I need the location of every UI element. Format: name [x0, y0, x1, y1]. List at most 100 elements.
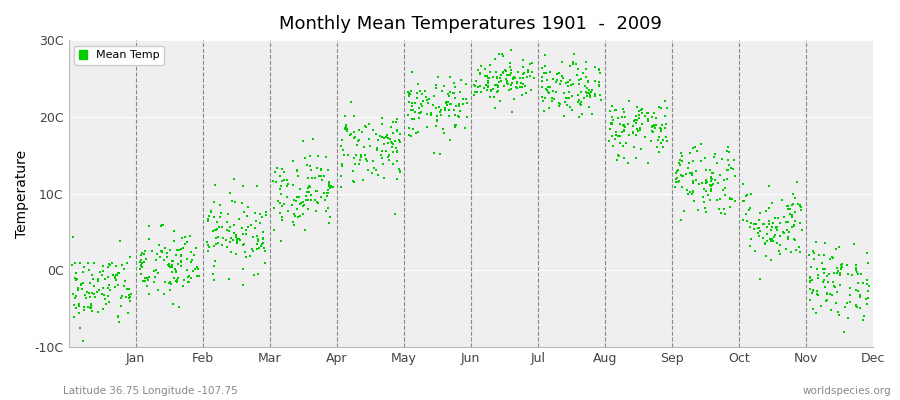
Point [686, 178, 700, 184]
Point [704, 175, 718, 181]
Point [541, 88, 555, 95]
Point [524, 87, 538, 94]
Point [758, 241, 772, 247]
Point [206, 198, 220, 205]
Point [805, 277, 819, 284]
Point [274, 203, 289, 210]
Point [850, 304, 864, 311]
Point [539, 86, 554, 92]
Point [803, 278, 817, 285]
Point [85, 272, 99, 279]
Point [550, 77, 564, 84]
Point [293, 212, 308, 219]
Point [118, 278, 132, 285]
Point [740, 218, 754, 224]
Point [710, 180, 724, 187]
Point [525, 60, 539, 66]
Point [400, 88, 415, 95]
Point [74, 282, 88, 288]
Point [702, 167, 716, 173]
Point [788, 209, 803, 215]
Point [183, 233, 197, 239]
Point [414, 109, 428, 116]
Point [274, 178, 289, 184]
Point [635, 110, 650, 116]
Point [860, 277, 874, 283]
Point [221, 276, 236, 282]
Point [420, 96, 435, 103]
Point [841, 271, 855, 277]
Point [793, 203, 807, 209]
Point [507, 96, 521, 102]
Point [155, 248, 169, 255]
Point [443, 101, 457, 107]
Point [303, 192, 318, 198]
Point [794, 207, 808, 214]
Point [166, 258, 181, 264]
Point [201, 248, 215, 254]
Point [617, 122, 632, 129]
Point [403, 107, 418, 113]
Point [514, 80, 528, 86]
Point [747, 221, 761, 227]
Point [742, 242, 757, 249]
Point [477, 84, 491, 91]
Point [421, 99, 436, 106]
Point [88, 294, 103, 300]
Point [736, 181, 751, 187]
Point [95, 268, 110, 274]
Point [764, 256, 778, 263]
Point [721, 144, 735, 150]
Point [823, 291, 837, 298]
Point [443, 74, 457, 80]
Point [145, 248, 159, 254]
Point [577, 94, 591, 101]
Point [762, 218, 777, 224]
Point [818, 240, 832, 246]
Point [525, 69, 539, 75]
Point [490, 89, 504, 95]
Point [787, 222, 801, 229]
Point [456, 101, 471, 107]
Point [84, 301, 98, 307]
Point [97, 276, 112, 283]
Point [275, 166, 290, 172]
Point [760, 230, 774, 237]
Point [829, 245, 843, 252]
Point [164, 280, 178, 287]
Point [505, 79, 519, 86]
Point [410, 81, 425, 87]
Point [416, 98, 430, 104]
Point [296, 198, 310, 205]
Point [546, 88, 561, 94]
Point [361, 166, 375, 173]
Point [770, 224, 784, 230]
Point [806, 256, 821, 262]
Point [826, 282, 841, 289]
Point [616, 128, 631, 135]
Point [552, 102, 566, 109]
Point [169, 251, 184, 258]
Point [439, 100, 454, 106]
Point [134, 250, 148, 256]
Point [381, 140, 395, 147]
Point [763, 235, 778, 242]
Point [536, 108, 551, 114]
Point [501, 80, 516, 87]
Point [433, 150, 447, 157]
Point [202, 218, 216, 224]
Point [392, 166, 406, 172]
Point [672, 157, 687, 163]
Point [428, 105, 443, 111]
Point [302, 183, 316, 189]
Point [833, 262, 848, 268]
Point [572, 77, 587, 83]
Point [519, 90, 534, 96]
Point [163, 287, 177, 293]
Point [70, 286, 85, 293]
Point [785, 212, 799, 218]
Point [431, 74, 446, 80]
Point [140, 283, 154, 289]
Point [766, 220, 780, 226]
Point [573, 89, 588, 96]
